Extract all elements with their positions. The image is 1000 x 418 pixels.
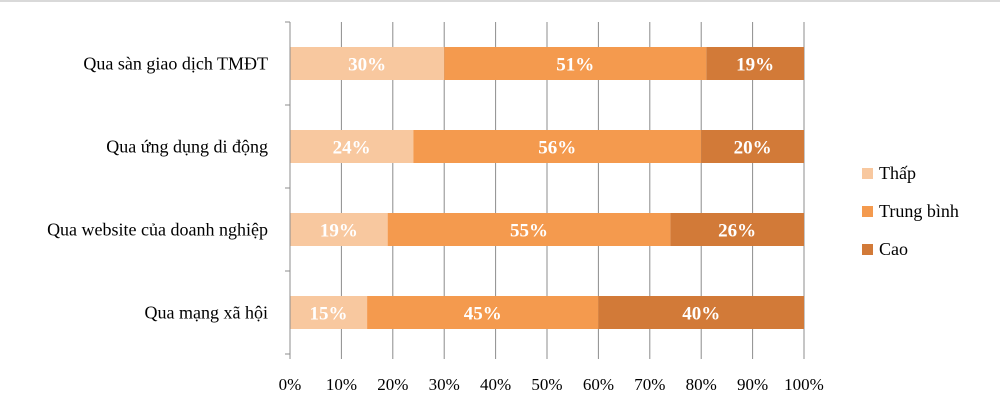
category-label: Qua website của doanh nghiệp xyxy=(47,220,268,240)
x-tick-label: 50% xyxy=(531,375,562,394)
bar-segment xyxy=(444,47,707,80)
axes: 0% 10% 20% 30% 40% 50% 60% 70% 80% 90% 100% Qua sàn… xyxy=(47,21,824,394)
data-label: 51% xyxy=(556,55,594,76)
legend-label: Trung bình xyxy=(879,201,959,221)
data-label: 24% xyxy=(333,138,371,159)
x-tick-label: 20% xyxy=(377,375,408,394)
x-tick-label: 40% xyxy=(480,375,511,394)
data-label: 15% xyxy=(310,304,348,325)
bar-segment xyxy=(290,47,445,80)
legend: Thấp Trung bình Cao xyxy=(862,163,959,259)
data-label: 26% xyxy=(718,221,756,242)
category-label: Qua ứng dụng di động xyxy=(106,137,268,157)
bar-segment xyxy=(367,296,599,329)
x-tick-label: 80% xyxy=(686,375,717,394)
data-label: 20% xyxy=(734,138,772,159)
x-tick-label: 90% xyxy=(737,375,768,394)
category-label: Qua sàn giao dịch TMĐT xyxy=(83,54,268,74)
x-tick-label: 10% xyxy=(326,375,357,394)
bars: 30% 51% 19% 24% 56% 20% 19% 55% 26% 15% 45% 40% xyxy=(290,47,804,329)
bar-segment xyxy=(290,213,388,246)
bar-segment xyxy=(670,213,804,246)
legend-swatch xyxy=(862,168,873,179)
data-label: 40% xyxy=(682,304,720,325)
bar-segment xyxy=(706,47,804,80)
x-tick-label: 30% xyxy=(429,375,460,394)
x-tick-label: 100% xyxy=(784,375,824,394)
data-label: 19% xyxy=(736,55,774,76)
bar-segment xyxy=(701,130,804,163)
bar-segment xyxy=(290,130,414,163)
data-label: 56% xyxy=(538,138,576,159)
data-label: 55% xyxy=(510,221,548,242)
data-label: 19% xyxy=(320,221,358,242)
legend-swatch xyxy=(862,206,873,217)
data-label: 30% xyxy=(348,55,386,76)
bar-segment xyxy=(598,296,804,329)
legend-swatch xyxy=(862,244,873,255)
x-tick-label: 0% xyxy=(279,375,302,394)
category-label: Qua mạng xã hội xyxy=(145,303,268,323)
data-label: 45% xyxy=(464,304,502,325)
x-tick-label: 70% xyxy=(634,375,665,394)
legend-label: Thấp xyxy=(879,163,916,183)
bar-segment xyxy=(387,213,671,246)
legend-label: Cao xyxy=(879,239,908,259)
x-tick-label: 60% xyxy=(583,375,614,394)
bar-segment xyxy=(413,130,702,163)
bar-segment xyxy=(290,296,368,329)
